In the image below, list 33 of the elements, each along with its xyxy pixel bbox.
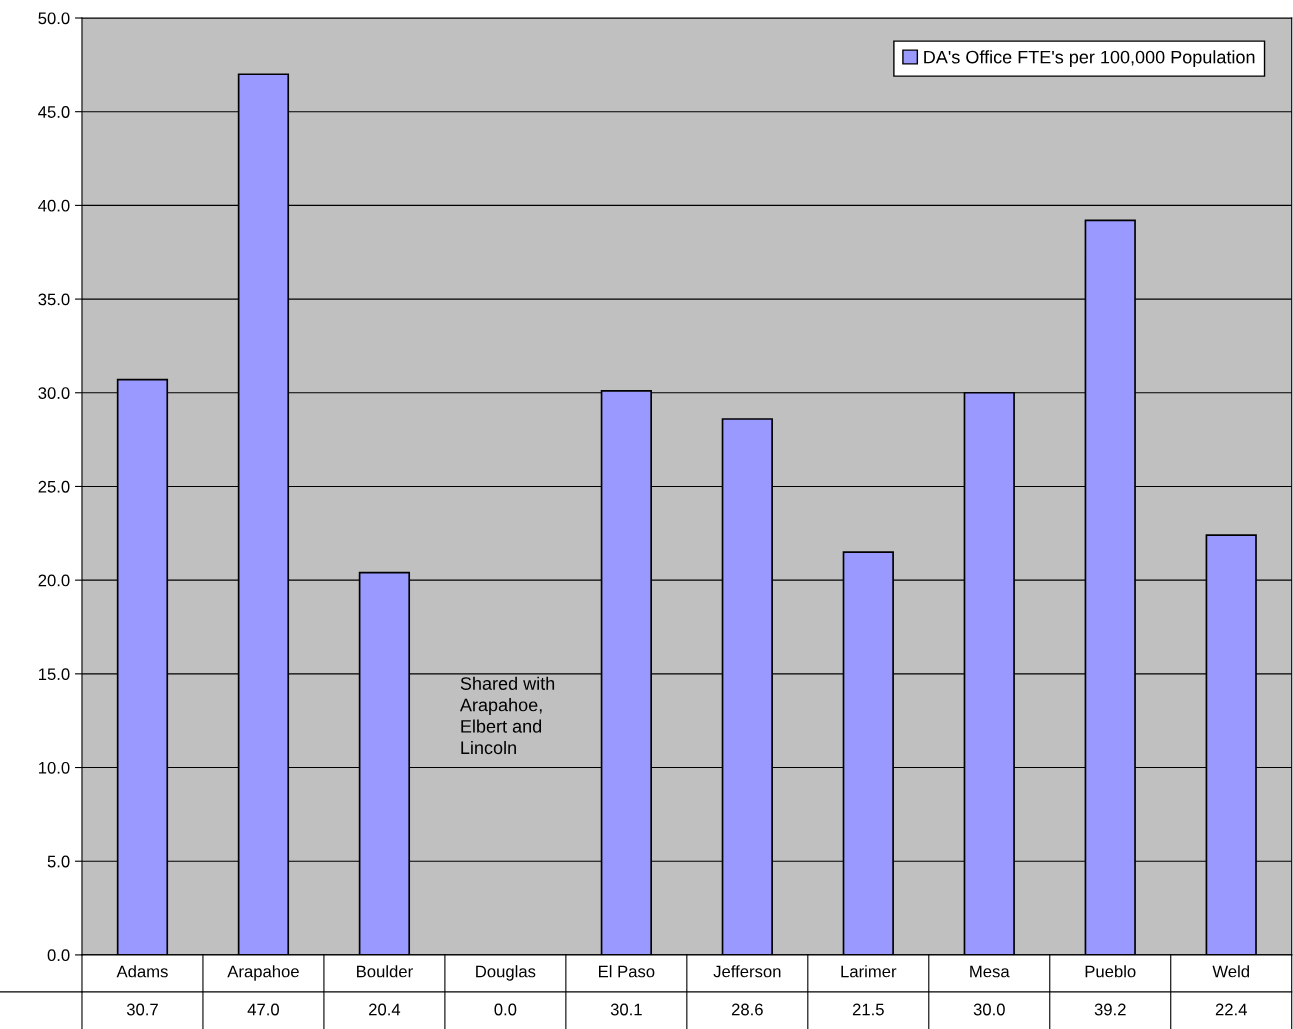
x-tick-label: Jefferson <box>713 965 781 978</box>
x-tick-label: Adams <box>116 965 168 978</box>
data-label: 30.0 <box>973 1003 1005 1016</box>
y-tick-label: 20.0 <box>38 574 70 587</box>
x-tick-label: Boulder <box>357 965 413 978</box>
y-tick-label: 0.0 <box>47 949 70 962</box>
y-tick-label: 5.0 <box>47 855 70 868</box>
data-label: 20.4 <box>369 1003 401 1016</box>
y-tick-label: 45.0 <box>38 106 70 118</box>
x-tick-label: Mesa <box>970 965 1010 978</box>
y-tick-label: 50.0 <box>38 12 70 25</box>
y-tick-label: 10.0 <box>39 761 70 774</box>
legend-label: DA's Office FTE's per 100,000 Population <box>924 50 1255 68</box>
data-label: 21.5 <box>852 1003 884 1016</box>
x-tick-label: Pueblo <box>1085 965 1136 978</box>
x-tick-label: Arapahoe <box>227 965 299 981</box>
data-label: 30.1 <box>610 1003 642 1016</box>
x-tick-label: Douglas <box>476 965 536 981</box>
x-tick-label: Weld <box>1212 965 1249 978</box>
data-label: 39.2 <box>1094 1003 1126 1016</box>
data-label: 0.0 <box>494 1003 517 1016</box>
data-label: 30.7 <box>126 1003 158 1016</box>
y-tick-label: 15.0 <box>39 668 70 681</box>
y-tick-label: 40.0 <box>38 199 70 212</box>
data-label: 28.6 <box>731 1003 763 1016</box>
x-tick-label: Larimer <box>841 965 897 978</box>
y-tick-label: 25.0 <box>38 480 70 493</box>
y-tick-label: 30.0 <box>38 387 70 399</box>
annotation: Shared with Arapahoe, Elbert and Lincoln <box>459 676 555 755</box>
data-label: 47.0 <box>247 1003 279 1016</box>
y-tick-label: 35.0 <box>38 293 70 306</box>
x-tick-label: El Paso <box>599 965 655 978</box>
data-label: 22.4 <box>1215 1003 1247 1016</box>
